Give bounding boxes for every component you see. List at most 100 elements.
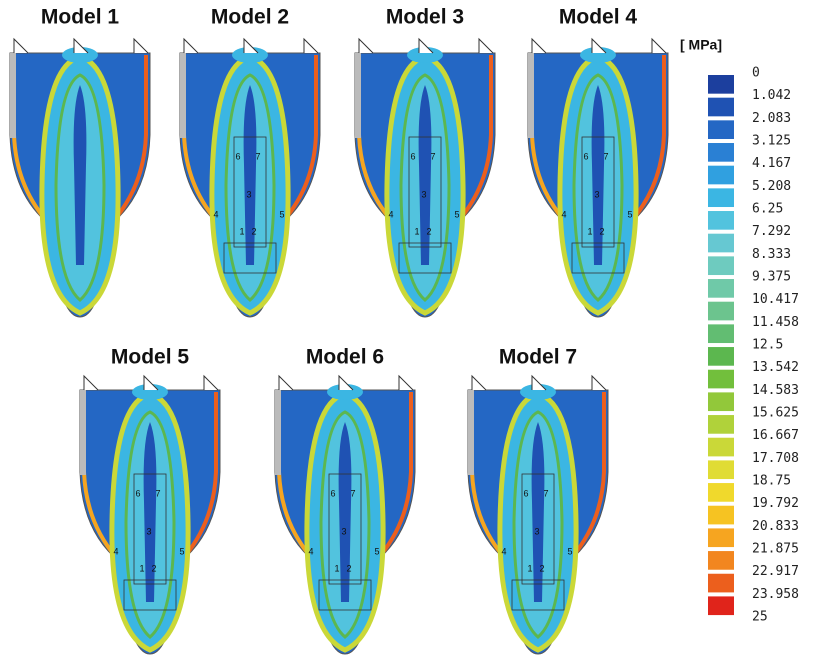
bone-edge-right — [570, 392, 606, 559]
region-label: 4 — [388, 209, 393, 219]
glow — [327, 384, 363, 400]
support — [133, 37, 149, 54]
legend-swatch — [708, 392, 734, 412]
legend-swatch — [708, 573, 734, 593]
legend-swatch — [708, 301, 734, 321]
region-label: 3 — [246, 189, 251, 199]
core — [571, 242, 625, 274]
region-label: 2 — [251, 226, 256, 236]
canal — [531, 422, 545, 602]
region-label: 2 — [426, 226, 431, 236]
stress-plot: 1 2 3 4 5 6 7 — [179, 37, 321, 318]
legend-swatch — [708, 188, 734, 208]
legend-swatch — [708, 483, 734, 502]
legend-level: 19.792 — [752, 496, 799, 511]
legend-level: 3.125 — [752, 134, 791, 149]
legend-level: 16.667 — [752, 428, 799, 443]
region-label: 4 — [308, 546, 313, 556]
bone-edge-right — [112, 55, 148, 222]
canal — [143, 422, 157, 602]
support — [478, 37, 494, 54]
legend-level: 23.958 — [752, 587, 799, 602]
region-label: 5 — [374, 546, 379, 556]
post — [328, 473, 362, 585]
legend-level: 9.375 — [752, 270, 791, 285]
glow — [62, 47, 98, 63]
legend-level: 25 — [752, 610, 768, 625]
support — [303, 37, 319, 54]
region-label: 1 — [527, 563, 532, 573]
legend-swatch — [708, 165, 734, 185]
stress-plot: 1 2 3 4 5 6 7 — [79, 374, 221, 655]
support — [651, 37, 667, 54]
legend-level: 4.167 — [752, 156, 791, 171]
core — [123, 579, 177, 611]
region-label: 1 — [239, 226, 244, 236]
support — [591, 37, 607, 54]
region-label: 6 — [135, 488, 140, 498]
legend-level: 1.042 — [752, 88, 791, 103]
cortex-strip — [10, 53, 16, 138]
support — [358, 37, 374, 54]
region-label: 2 — [346, 563, 351, 573]
support — [418, 37, 434, 54]
legend-unit: [ MPa] — [680, 37, 722, 53]
region-label: 3 — [534, 526, 539, 536]
support — [531, 374, 547, 391]
legend-swatch — [708, 211, 734, 230]
legend-swatch — [708, 528, 734, 548]
region-label: 2 — [599, 226, 604, 236]
region-label: 7 — [543, 488, 548, 498]
panel-title: Model 2 — [211, 6, 289, 29]
region-label: 5 — [454, 209, 459, 219]
support — [73, 37, 89, 54]
region-label: 3 — [421, 189, 426, 199]
support — [471, 374, 487, 391]
legend-swatch — [708, 347, 734, 366]
region-label: 2 — [151, 563, 156, 573]
panel-title: Model 3 — [386, 6, 464, 29]
support — [183, 37, 199, 54]
legend-level: 11.458 — [752, 315, 799, 330]
stress-plot: 1 2 3 4 5 6 7 — [467, 374, 609, 655]
legend-level: 12.5 — [752, 338, 783, 353]
support — [591, 374, 607, 391]
panel-title: Model 4 — [559, 6, 637, 29]
region-label: 1 — [334, 563, 339, 573]
support — [203, 374, 219, 391]
region-label: 7 — [155, 488, 160, 498]
region-label: 4 — [561, 209, 566, 219]
canal — [591, 85, 605, 265]
legend-level: 22.917 — [752, 564, 799, 579]
glow — [132, 384, 168, 400]
glow — [580, 47, 616, 63]
region-label: 6 — [583, 151, 588, 161]
legend-level: 7.292 — [752, 224, 791, 239]
post — [233, 136, 267, 248]
stress-plot: 1 2 3 4 5 6 7 — [274, 374, 416, 655]
region-label: 5 — [279, 209, 284, 219]
region-label: 7 — [430, 151, 435, 161]
bone-edge-right — [630, 55, 666, 222]
support — [83, 374, 99, 391]
legend-level: 20.833 — [752, 519, 799, 534]
core — [398, 242, 452, 274]
legend-swatch — [708, 551, 734, 570]
legend-swatch — [708, 233, 734, 253]
post — [408, 136, 442, 248]
region-label: 4 — [113, 546, 118, 556]
legend-level: 17.708 — [752, 451, 799, 466]
legend-swatch — [708, 324, 734, 344]
region-label: 3 — [341, 526, 346, 536]
legend-swatch — [708, 279, 734, 298]
region-label: 5 — [627, 209, 632, 219]
region-label: 1 — [414, 226, 419, 236]
post — [581, 136, 615, 248]
legend-swatch — [708, 120, 734, 140]
stress-plot — [9, 37, 151, 318]
legend-swatch — [708, 256, 734, 276]
region-label: 6 — [523, 488, 528, 498]
glow — [520, 384, 556, 400]
canal — [243, 85, 257, 265]
